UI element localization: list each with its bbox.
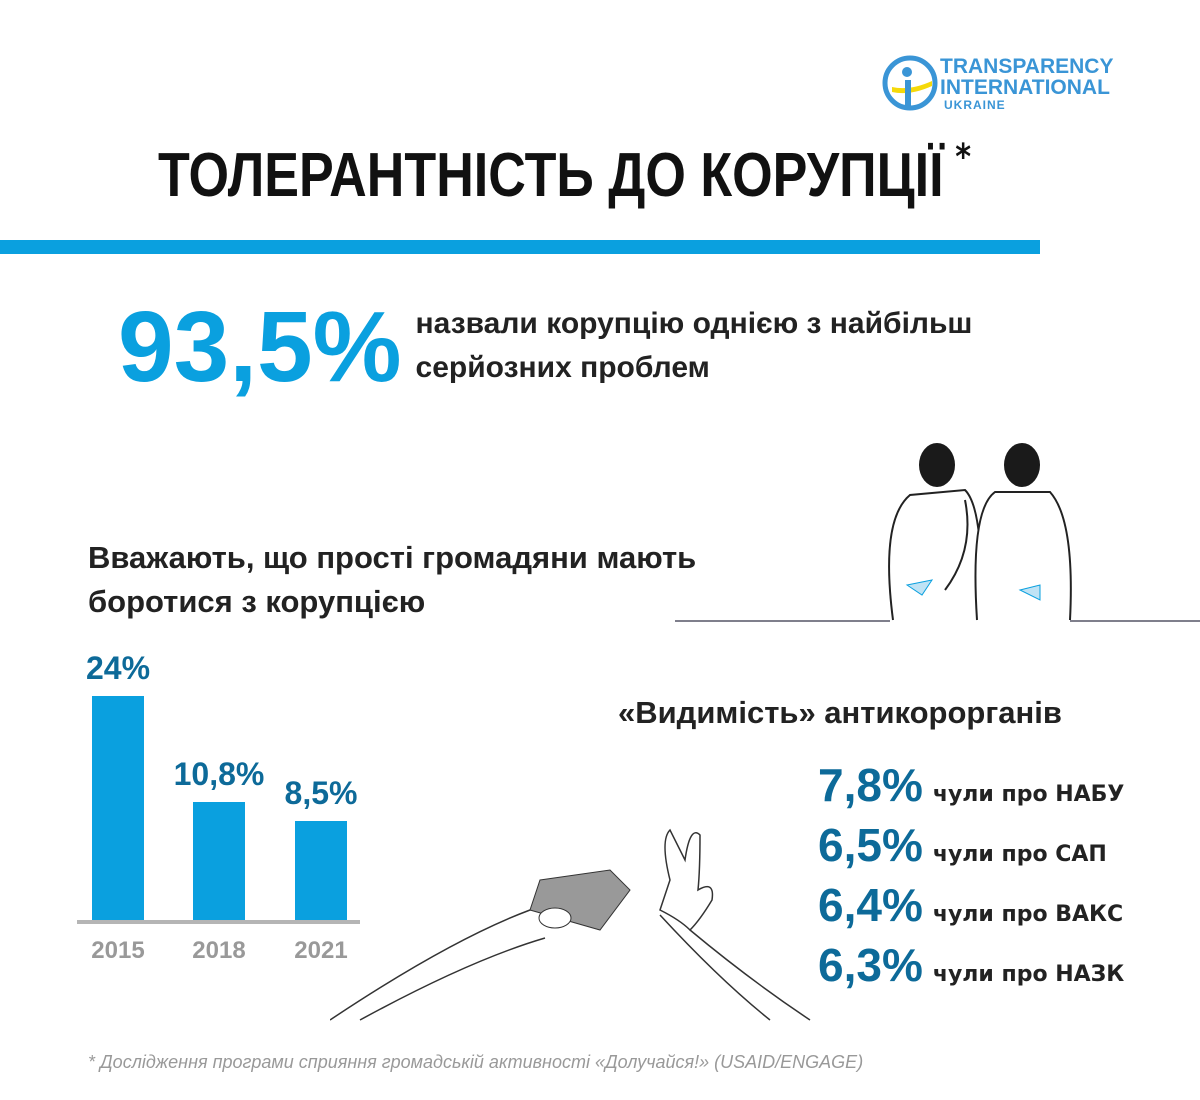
footnote: * Дослідження програми сприяння громадсь…: [88, 1052, 864, 1072]
visibility-label: чули про САП: [932, 842, 1107, 867]
bar-2015: [92, 696, 144, 921]
chart-title: Вважають, що прості громадяни мають боро…: [88, 540, 697, 619]
bribe-refusal-illustration-icon: [330, 828, 811, 1021]
x-tick-label: 2015: [91, 937, 145, 964]
visibility-item: 7,8% чули про НАБУ: [818, 758, 1124, 812]
visibility-percent: 6,4%: [818, 879, 923, 931]
visibility-item: 6,3% чули про НАЗК: [818, 938, 1124, 992]
headline: 93,5% назвали корупцію однією з найбільш…: [118, 292, 1076, 402]
x-axis: [77, 920, 360, 924]
two-men-illustration-icon: [675, 443, 1200, 622]
headline-text: назвали корупцію однією з найбільш серйо…: [415, 307, 973, 384]
logo-line2: INTERNATIONAL: [940, 76, 1110, 99]
visibility-label: чули про ВАКС: [932, 902, 1124, 927]
bar-2018: [193, 802, 245, 921]
x-tick-label: 2018: [192, 937, 246, 964]
footnote-mark: *: [955, 137, 972, 178]
visibility-item: 6,5% чули про САП: [818, 818, 1107, 872]
bar-value-label: 10,8%: [173, 756, 265, 793]
title-row: ТОЛЕРАНТНІСТЬ ДО КОРУПЦІЇ *: [158, 140, 971, 212]
visibility-label: чули про НАБУ: [932, 782, 1125, 807]
ti-logo-icon: [882, 55, 938, 111]
visibility-item: 6,4% чули про ВАКС: [818, 878, 1123, 932]
bar-2021: [295, 820, 347, 921]
visibility-label: чули про НАЗК: [932, 962, 1125, 987]
visibility-percent: 6,5%: [818, 819, 923, 871]
x-tick-label: 2021: [294, 937, 348, 964]
title-divider: [0, 240, 1040, 254]
page-title: ТОЛЕРАНТНІСТЬ ДО КОРУПЦІЇ: [158, 141, 944, 210]
bar-value-label: 8,5%: [284, 774, 358, 811]
headline-value: 93,5%: [118, 291, 402, 403]
visibility-percent: 6,3%: [818, 939, 923, 991]
visibility-percent: 7,8%: [818, 759, 923, 811]
visibility-title: «Видимість» антикорорганів: [618, 695, 1062, 730]
logo-line3: UKRAINE: [944, 98, 1006, 112]
logo-line1: TRANSPARENCY: [940, 55, 1114, 78]
bar-value-label: 24%: [85, 650, 151, 687]
logo-text: TRANSPARENCY INTERNATIONAL UKRAINE: [940, 56, 1113, 112]
